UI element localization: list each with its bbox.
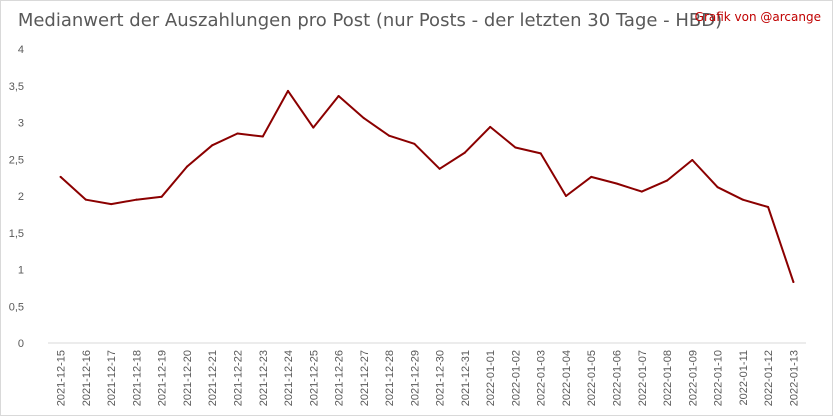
data-point bbox=[236, 132, 239, 135]
x-tick-label: 2021-12-17 bbox=[106, 350, 118, 406]
x-tick-label: 2022-01-10 bbox=[713, 350, 725, 406]
data-point bbox=[564, 195, 567, 197]
data-point bbox=[741, 198, 744, 201]
data-point bbox=[691, 158, 694, 161]
x-tick-label: 2021-12-28 bbox=[384, 350, 396, 406]
x-tick-label: 2021-12-16 bbox=[81, 350, 93, 406]
y-tick-label: 3,5 bbox=[9, 81, 24, 93]
y-tick-label: 0,5 bbox=[9, 301, 24, 313]
data-point bbox=[716, 186, 719, 189]
x-tick-label: 2021-12-23 bbox=[258, 350, 270, 406]
x-tick-label: 2021-12-31 bbox=[460, 350, 472, 406]
x-tick-label: 2021-12-21 bbox=[207, 350, 219, 406]
y-tick-label: 4 bbox=[18, 44, 24, 56]
data-point bbox=[640, 190, 643, 193]
data-point bbox=[413, 142, 416, 145]
data-point bbox=[312, 126, 315, 129]
data-point bbox=[388, 134, 391, 137]
data-point bbox=[261, 135, 264, 138]
x-tick-label: 2022-01-06 bbox=[612, 350, 624, 406]
x-tick-label: 2021-12-20 bbox=[182, 350, 194, 406]
x-tick-label: 2022-01-11 bbox=[738, 350, 750, 405]
x-tick-label: 2022-01-02 bbox=[510, 350, 522, 406]
chart-credit: Grafik von @arcange bbox=[694, 10, 821, 24]
x-tick-label: 2022-01-04 bbox=[561, 350, 573, 406]
data-point bbox=[590, 175, 593, 178]
y-tick-label: 1 bbox=[18, 265, 24, 277]
data-point bbox=[211, 144, 214, 147]
data-point bbox=[185, 165, 188, 168]
data-point bbox=[514, 146, 517, 149]
x-tick-label: 2021-12-15 bbox=[56, 350, 68, 406]
x-tick-label: 2022-01-13 bbox=[788, 350, 800, 406]
data-point bbox=[337, 95, 340, 98]
data-point bbox=[135, 198, 138, 201]
data-point bbox=[362, 117, 365, 120]
data-point bbox=[84, 198, 87, 201]
data-point bbox=[489, 125, 492, 128]
data-point bbox=[110, 203, 113, 206]
x-tick-label: 2021-12-18 bbox=[131, 350, 143, 406]
data-point bbox=[767, 206, 770, 209]
data-point bbox=[539, 152, 542, 155]
x-tick-label: 2021-12-27 bbox=[359, 350, 371, 406]
y-tick-label: 3 bbox=[18, 118, 24, 130]
x-tick-label: 2021-12-29 bbox=[409, 350, 421, 406]
y-tick-label: 0 bbox=[18, 338, 24, 350]
data-point bbox=[666, 179, 669, 182]
x-tick-label: 2022-01-07 bbox=[637, 350, 649, 406]
x-tick-label: 2021-12-19 bbox=[157, 350, 169, 406]
x-tick-label: 2022-01-01 bbox=[485, 350, 497, 406]
x-tick-label: 2021-12-30 bbox=[435, 350, 447, 406]
y-tick-label: 2,5 bbox=[9, 154, 24, 166]
data-point bbox=[160, 195, 163, 198]
x-tick-label: 2022-01-03 bbox=[536, 350, 548, 406]
x-tick-label: 2022-01-09 bbox=[687, 350, 699, 406]
x-tick-label: 2021-12-25 bbox=[308, 350, 320, 406]
y-tick-label: 1,5 bbox=[9, 228, 24, 240]
x-tick-label: 2021-12-22 bbox=[233, 350, 245, 406]
series-line bbox=[59, 89, 795, 283]
x-tick-label: 2022-01-08 bbox=[662, 350, 674, 406]
x-tick-label: 2021-12-26 bbox=[334, 350, 346, 406]
data-point bbox=[615, 182, 618, 185]
data-point bbox=[59, 175, 62, 178]
data-point bbox=[792, 280, 795, 283]
x-tick-label: 2022-01-05 bbox=[586, 350, 598, 406]
data-point bbox=[438, 167, 441, 170]
y-tick-label: 2 bbox=[18, 191, 24, 203]
data-point bbox=[463, 151, 466, 154]
x-tick-label: 2022-01-12 bbox=[763, 350, 775, 406]
x-tick-label: 2021-12-24 bbox=[283, 350, 295, 406]
data-point bbox=[287, 89, 290, 92]
chart-title: Medianwert der Auszahlungen pro Post (nu… bbox=[17, 10, 723, 31]
